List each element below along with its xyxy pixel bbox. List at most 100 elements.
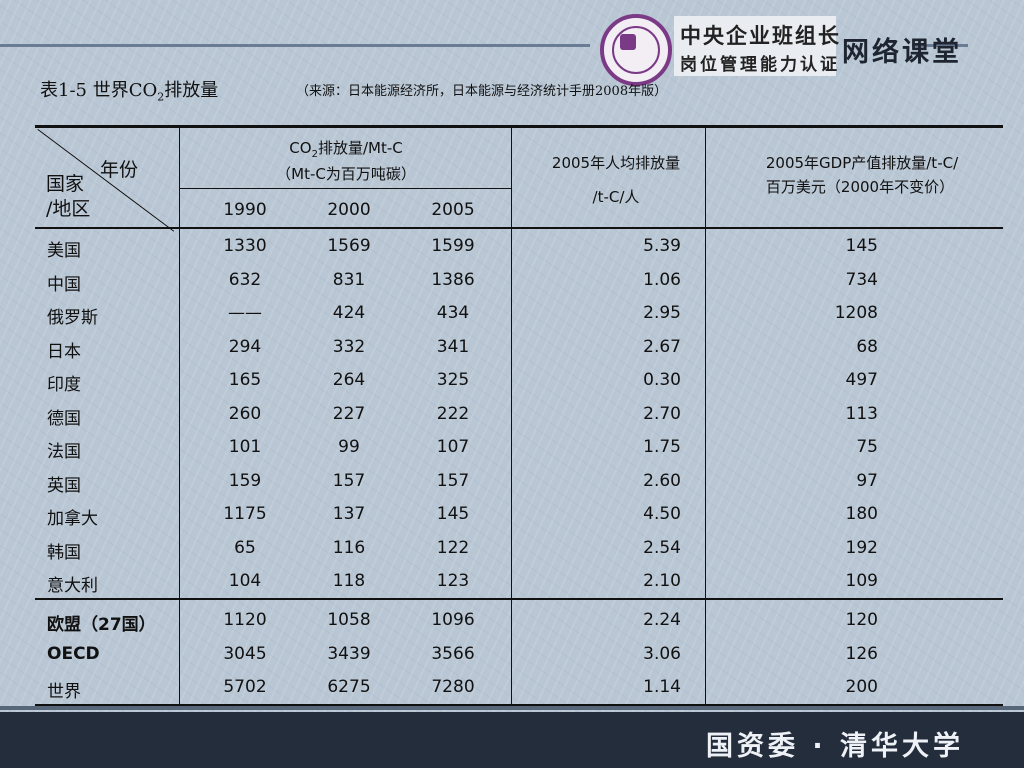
table-cell: 118	[332, 571, 366, 591]
table-cell: 2.67	[643, 336, 681, 357]
row-label: 英国	[47, 475, 81, 496]
table-cell: 3.06	[643, 643, 681, 664]
table-bottom-rule	[35, 704, 1003, 707]
header-bottom-rule	[35, 227, 1003, 229]
table-cell: 2.95	[643, 303, 681, 323]
table-cell: 2.70	[643, 403, 681, 424]
table-cell: 3045	[223, 643, 267, 664]
table-cell: 68	[856, 336, 878, 357]
brand-line-2: 岗位管理能力认证	[680, 55, 840, 75]
table-cell: 123	[436, 571, 470, 591]
table-cell: 1120	[223, 610, 267, 630]
per-capita-header-line2: /t-C/人	[592, 188, 640, 206]
table-cell: 1058	[327, 610, 371, 630]
row-label: 欧盟（27国）	[47, 615, 156, 635]
table-cell: 222	[436, 403, 470, 424]
table-cell: 97	[856, 470, 878, 491]
table-cell: 5702	[223, 677, 267, 697]
table-cell: 497	[845, 370, 878, 390]
table-cell: 200	[845, 677, 878, 697]
table-source: （来源：日本能源经济所，日本能源与经济统计手册2008年版）	[296, 84, 668, 99]
gdp-header-line2: 百万美元（2000年不变价）	[765, 178, 955, 196]
table-cell: 2.24	[643, 610, 681, 630]
table-cell: 122	[436, 537, 470, 558]
row-label: 俄罗斯	[47, 308, 98, 328]
co2-header-line2: （Mt-C为百万吨碳）	[276, 165, 416, 183]
footer-bar	[0, 712, 1024, 768]
table-cell: 1330	[223, 236, 267, 256]
gdp-header-line1: 2005年GDP产值排放量/t-C/	[765, 154, 959, 172]
row-label: 韩国	[47, 542, 81, 563]
table-cell: 260	[228, 403, 262, 424]
table-cell: 1.14	[643, 677, 681, 697]
table-cell: 3439	[327, 643, 371, 664]
table-cell: 434	[436, 303, 470, 323]
table-cell: 1096	[431, 610, 475, 630]
corner-region-label: 国家	[46, 173, 85, 195]
table-cell: 341	[436, 336, 470, 357]
table-cell: 734	[845, 269, 878, 290]
row-label: 德国	[47, 408, 81, 429]
table-cell: 264	[332, 370, 366, 390]
table-cell: 227	[332, 403, 366, 424]
row-label: 印度	[47, 375, 81, 395]
table-cell: 1386	[431, 269, 475, 290]
table-cell: 113	[845, 403, 878, 424]
co2-header-line1: CO2排放量/Mt-C	[289, 139, 403, 160]
table-cell: 137	[332, 504, 366, 524]
table-cell: 325	[436, 370, 470, 390]
table-cell: 107	[436, 437, 470, 457]
corner-region-label-2: /地区	[46, 198, 91, 220]
table-cell: 145	[436, 504, 470, 524]
row-label: 日本	[47, 341, 81, 362]
year-header-2005: 2005	[431, 200, 475, 220]
row-label: 中国	[47, 274, 81, 295]
year-header-2000: 2000	[327, 200, 371, 220]
table-cell: 75	[856, 437, 878, 457]
table-cell: 632	[228, 269, 262, 290]
table-cell: 2.60	[643, 470, 681, 491]
table-cell: 1599	[431, 236, 475, 256]
table-cell: 1175	[223, 504, 267, 524]
table-cell: 145	[845, 236, 878, 256]
table-cell: 831	[332, 269, 366, 290]
col-divider	[179, 127, 180, 705]
table-top-rule	[35, 125, 1003, 128]
table-cell: 424	[332, 303, 366, 323]
table-cell: 109	[845, 571, 878, 591]
col-divider	[511, 127, 512, 705]
table-cell: 3566	[431, 643, 475, 664]
table-cell: 180	[845, 504, 878, 524]
year-header-1990: 1990	[223, 200, 267, 220]
table-cell: 2.10	[643, 571, 681, 591]
table-cell: 5.39	[643, 236, 681, 256]
corner-year-label: 年份	[100, 159, 139, 181]
col-divider	[705, 127, 706, 705]
table-cell: 4.50	[643, 504, 681, 524]
table-cell: 116	[332, 537, 366, 558]
table-cell: 126	[845, 643, 878, 664]
table-cell: 332	[332, 336, 366, 357]
row-label: 世界	[47, 682, 81, 702]
table-cell: 157	[436, 470, 470, 491]
table-cell: 104	[228, 571, 262, 591]
table-cell: 1.75	[643, 437, 681, 457]
table-cell: 99	[338, 437, 360, 457]
table-cell: 120	[845, 610, 878, 630]
per-capita-header-line1: 2005年人均排放量	[551, 154, 681, 172]
table-cell: 165	[228, 370, 262, 390]
table-title: 表1-5 世界CO2排放量	[40, 80, 219, 104]
table-cell: 192	[845, 537, 878, 558]
table-cell: 1.06	[643, 269, 681, 290]
row-label: 加拿大	[47, 509, 98, 529]
footer-text: 国资委 · 清华大学	[706, 731, 965, 762]
table-cell: ——	[228, 303, 262, 323]
brand-side-title: 网络课堂	[842, 37, 962, 68]
header-rule-left	[0, 44, 590, 47]
row-label: 美国	[47, 241, 81, 261]
table-cell: 157	[332, 470, 366, 491]
table-cell: 1208	[834, 303, 878, 323]
table-cell: 6275	[327, 677, 371, 697]
table-cell: 1569	[327, 236, 371, 256]
table-cell: 0.30	[643, 370, 681, 390]
